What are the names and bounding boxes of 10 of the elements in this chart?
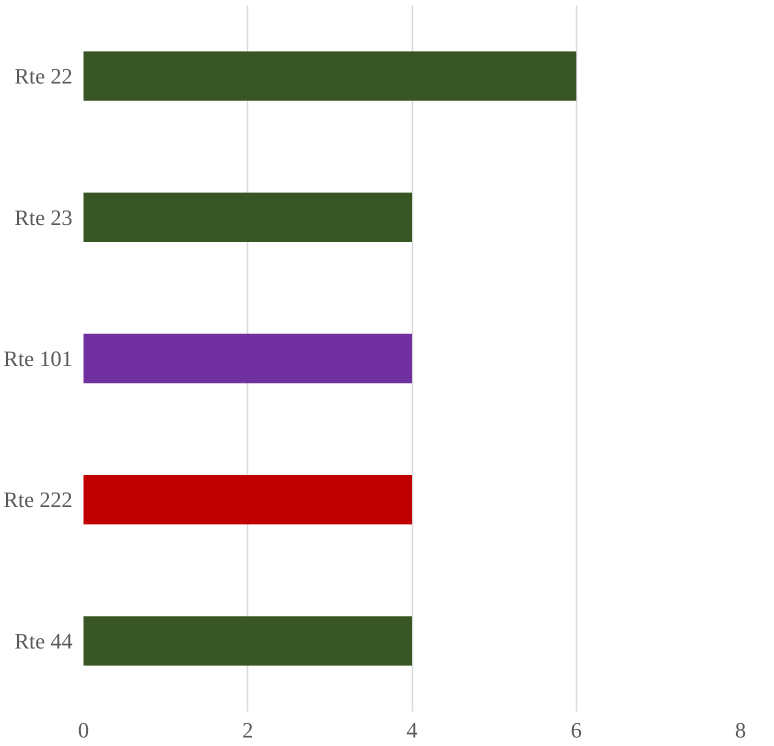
x-tick-label: 6	[570, 718, 582, 742]
x-tick-label: 2	[242, 718, 254, 742]
y-tick-label: Rte 22	[14, 64, 73, 89]
y-tick-label: Rte 101	[3, 346, 73, 371]
x-tick-label: 4	[406, 718, 418, 742]
y-tick-label: Rte 44	[14, 628, 73, 654]
x-tick-label: 0	[78, 718, 89, 742]
y-tick-label: Rte 222	[3, 487, 73, 512]
y-tick-label: Rte 23	[14, 204, 73, 230]
x-tick-label: 8	[735, 718, 746, 742]
